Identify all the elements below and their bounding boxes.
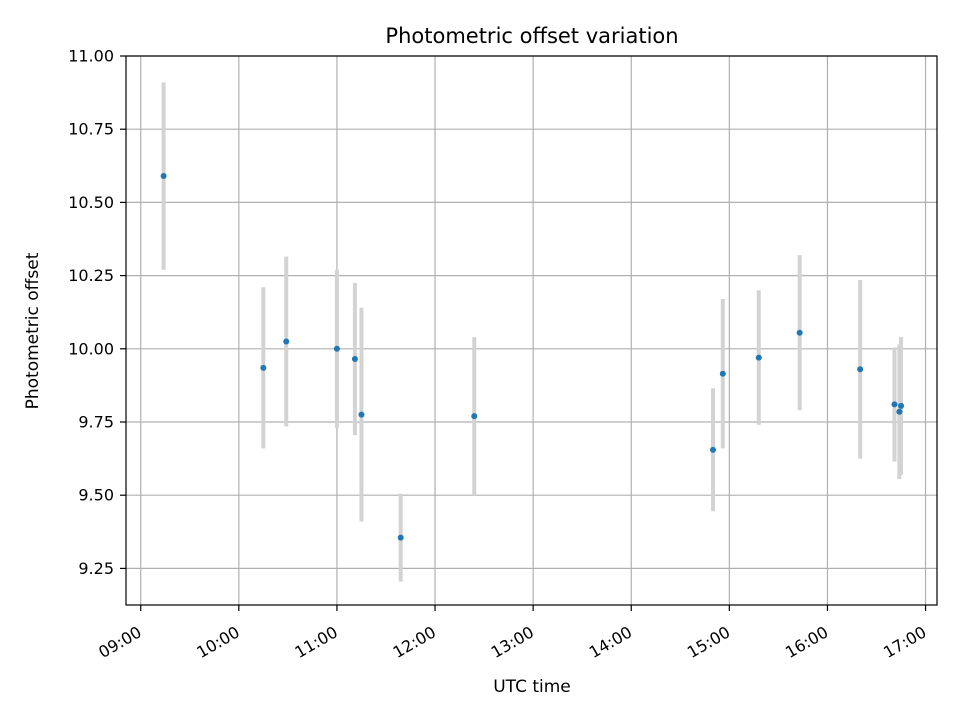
data-point (333, 345, 340, 352)
data-point (709, 446, 716, 453)
data-point (755, 354, 762, 361)
data-point (898, 402, 905, 409)
data-point (857, 366, 864, 373)
data-point (160, 173, 167, 180)
y-tick-label: 9.25 (78, 559, 114, 578)
data-point (260, 364, 267, 371)
data-point (896, 408, 903, 415)
data-point (283, 338, 290, 345)
data-point (397, 534, 404, 541)
y-tick-label: 10.75 (68, 120, 114, 139)
data-points (160, 173, 905, 541)
y-tick-label: 9.50 (78, 486, 114, 505)
x-axis-label: UTC time (493, 677, 571, 697)
y-axis: 9.25 9.50 9.75 10.00 10.25 10.50 10.75 11.00 (68, 47, 126, 578)
y-tick-label: 10.25 (68, 266, 114, 285)
y-tick-label: 10.50 (68, 193, 114, 212)
plot-frame (125, 55, 938, 606)
chart-title: Photometric offset variation (385, 24, 678, 48)
data-point (796, 329, 803, 336)
data-point (351, 356, 358, 363)
y-tick-label: 11.00 (68, 47, 114, 66)
data-point (358, 411, 365, 418)
y-axis-label: Photometric offset (23, 252, 43, 409)
data-point (891, 401, 898, 408)
y-tick-label: 9.75 (78, 413, 114, 432)
data-point (471, 413, 478, 420)
data-point (719, 370, 726, 377)
y-tick-label: 10.00 (68, 339, 114, 358)
